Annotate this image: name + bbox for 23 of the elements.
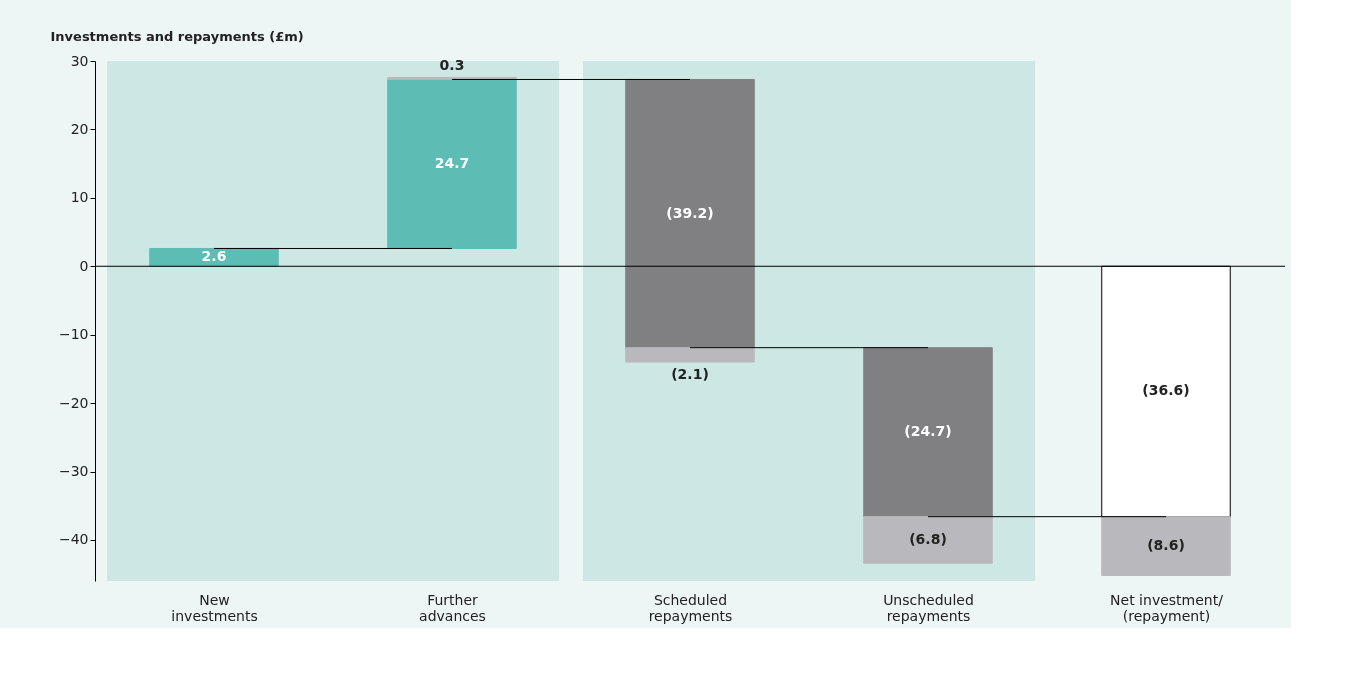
y-tick-label: 0 <box>79 257 89 274</box>
x-tick-label: Scheduled repayments <box>648 591 733 624</box>
data-label: (6.8) <box>909 530 947 547</box>
data-label: 24.7 <box>434 154 470 171</box>
data-label: (39.2) <box>666 204 714 221</box>
y-tick-label: 20 <box>70 120 89 137</box>
y-tick-label: −20 <box>58 394 89 411</box>
y-tick-label: 10 <box>70 189 89 206</box>
data-label: (24.7) <box>904 423 952 440</box>
data-label: (8.6) <box>1147 537 1185 554</box>
data-label: 0.3 <box>439 57 465 74</box>
y-tick-label: −10 <box>58 326 89 343</box>
x-tick-label: New investments <box>171 591 258 624</box>
data-label: (36.6) <box>1142 382 1190 399</box>
y-tick-label: −40 <box>58 531 89 548</box>
y-tick-label: −30 <box>58 463 89 480</box>
x-tick-label: Further advances <box>419 591 486 624</box>
x-tick-label: Unscheduled repayments <box>883 591 974 624</box>
data-label: 2.6 <box>201 248 227 265</box>
x-tick-label: Net investment/ (repayment) <box>1110 591 1224 624</box>
y-tick-label: 30 <box>70 52 89 69</box>
y-axis-title: Investments and repayments (£m) <box>50 28 304 44</box>
data-label: (2.1) <box>671 366 709 383</box>
